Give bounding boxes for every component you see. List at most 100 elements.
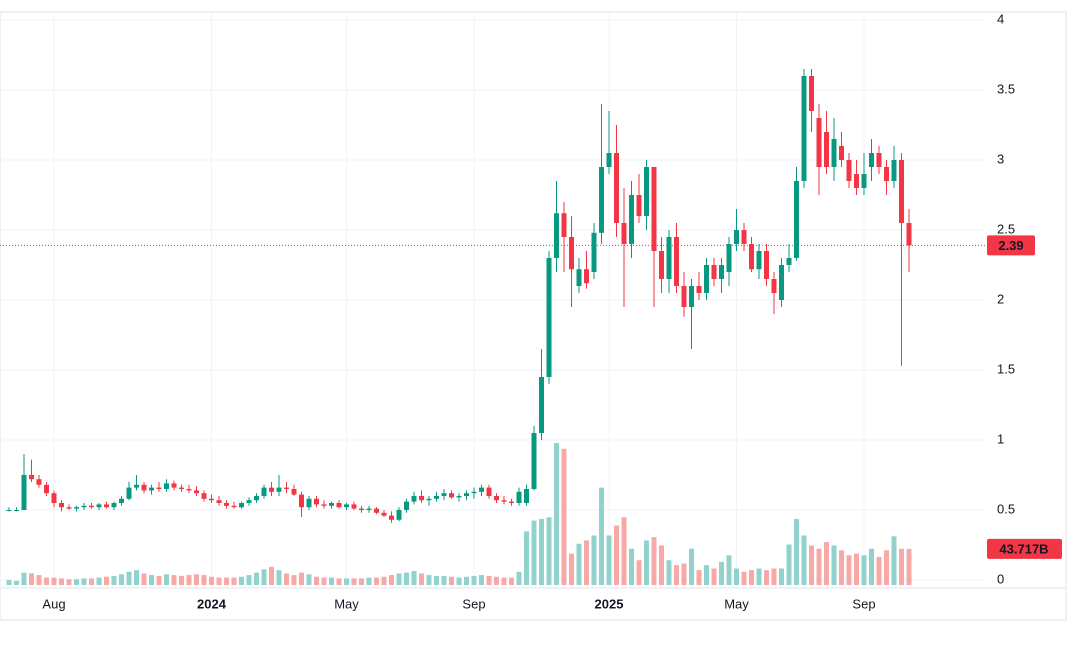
candle-body (486, 487, 492, 496)
volume-bar (771, 568, 777, 585)
x-tick-label: Sep (462, 596, 485, 611)
y-tick-label: 0 (997, 571, 1004, 586)
candle-body (876, 153, 882, 167)
volume-bar (231, 577, 237, 585)
volume-bar (816, 548, 822, 585)
volume-bar (779, 568, 784, 585)
y-tick-label: 1 (997, 431, 1004, 446)
volume-bar (696, 570, 702, 585)
candle-body (104, 504, 109, 508)
volume-bar (171, 575, 177, 585)
candle-body (824, 132, 829, 167)
candle-body (44, 484, 49, 494)
volume-bar (644, 540, 649, 585)
volume-bar (854, 553, 859, 585)
volume-bar (156, 575, 162, 585)
volume-bar (299, 572, 304, 585)
volume-bar (126, 571, 132, 585)
candle-body (816, 118, 822, 167)
volume-bar (276, 570, 282, 585)
y-tick-label: 1.5 (997, 361, 1015, 376)
volume-bar (104, 576, 109, 585)
candle-body (96, 504, 102, 508)
candle-body (779, 265, 784, 300)
volume-bar (884, 550, 889, 585)
candle-body (539, 377, 544, 433)
candle-body (546, 258, 552, 377)
candle-body (606, 153, 612, 167)
volume-bar (614, 525, 619, 585)
candle-body (666, 237, 672, 279)
volume-bar (621, 517, 627, 585)
candle-body (51, 493, 57, 503)
candle-body (569, 237, 574, 270)
volume-bar (606, 535, 612, 585)
volume-bar (539, 518, 544, 585)
volume-bar (711, 568, 717, 585)
candle-body (599, 167, 604, 233)
volume-bar (6, 580, 12, 585)
candle-body (336, 503, 342, 508)
volume-bar (74, 579, 79, 585)
volume-bar (464, 576, 469, 585)
candle-body (209, 498, 214, 501)
candle-body (29, 475, 34, 480)
volume-bar (111, 575, 117, 585)
volume-label: 43.717B (999, 541, 1048, 556)
candle-body (194, 490, 199, 494)
volume-bar (141, 573, 147, 585)
volume-bar (666, 560, 672, 585)
volume-bar (149, 575, 154, 585)
volume-bar (374, 577, 379, 585)
volume-bar (516, 571, 522, 585)
candle-body (906, 223, 912, 246)
volume-bar (426, 575, 432, 585)
candle-body (164, 483, 169, 489)
candle-body (179, 487, 184, 489)
volume-bar (689, 548, 694, 585)
volume-bar (216, 577, 222, 585)
candle-body (201, 493, 207, 499)
candle-body (704, 265, 709, 293)
last-price-label: 2.39 (998, 238, 1023, 253)
y-tick-label: 4 (997, 11, 1004, 26)
volume-bar (201, 575, 207, 585)
volume-bar (336, 578, 342, 585)
candle-body (734, 230, 739, 244)
candle-body (561, 213, 567, 237)
volume-bar (59, 578, 64, 585)
volume-bar (839, 550, 844, 585)
volume-bar (869, 548, 874, 585)
volume-bar (561, 448, 567, 585)
volume-bar (584, 540, 589, 585)
candle-body (591, 232, 597, 272)
x-tick-label: May (724, 596, 749, 611)
candle-body (831, 139, 837, 167)
candle-body (344, 504, 349, 508)
volume-bar (741, 571, 747, 585)
volume-bar (419, 573, 424, 585)
volume-bar (449, 576, 454, 585)
volume-bar (366, 577, 372, 585)
volume-bar (224, 577, 229, 585)
volume-bar (51, 577, 57, 585)
candle-body (276, 487, 282, 492)
volume-bar (344, 578, 349, 585)
y-tick-label: 3 (997, 151, 1004, 166)
volume-bar (36, 575, 42, 585)
candle-body (786, 258, 792, 265)
volume-bar (651, 537, 657, 585)
candle-body (449, 493, 454, 498)
candle-body (689, 286, 694, 307)
volume-bar (524, 531, 529, 585)
candle-body (419, 496, 424, 501)
candle-body (224, 503, 229, 506)
label-layer: 0 0.5 1 1.5 2 2.5 3 3.5 4 Aug 2024 May Sep 2025 May Sep… (0, 11, 1062, 611)
volume-bar (66, 579, 72, 585)
candle-body (254, 496, 259, 501)
candle-body (396, 510, 402, 520)
volume-bar (794, 518, 799, 585)
candle-body (659, 251, 664, 279)
candle-body (134, 484, 139, 488)
candle-body (456, 496, 462, 498)
